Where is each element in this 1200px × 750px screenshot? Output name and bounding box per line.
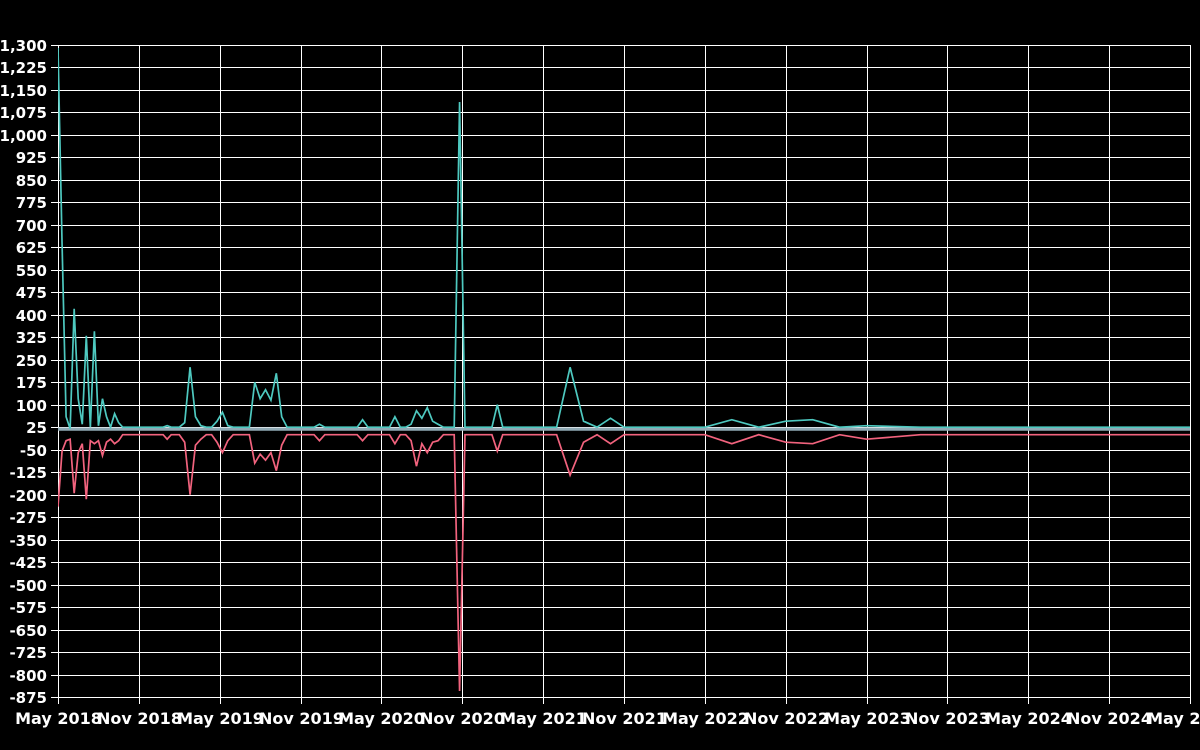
- x-axis-tick-label: May 2023: [824, 709, 911, 728]
- y-axis-tick-label: 700: [16, 217, 47, 235]
- x-axis-tick-label: Nov 2020: [420, 709, 505, 728]
- y-axis-tick-label: 25: [26, 419, 47, 437]
- y-axis-tick-label: 325: [16, 329, 47, 347]
- y-axis-tick-label: -575: [9, 599, 47, 617]
- y-axis-tick-label: 775: [16, 194, 47, 212]
- y-axis-tick-label: 850: [16, 172, 47, 190]
- y-axis-tick-label: -200: [9, 487, 47, 505]
- y-axis-tick-label: -650: [9, 622, 47, 640]
- y-axis-tick-label: -800: [9, 667, 47, 685]
- y-axis-tick-label: 475: [16, 284, 47, 302]
- y-axis-tick-label: -425: [9, 554, 47, 572]
- y-axis-tick-label: -725: [9, 644, 47, 662]
- x-axis-tick-label: May 2021: [500, 709, 587, 728]
- y-axis-tick-label: 250: [16, 352, 47, 370]
- y-axis-tick-label: 925: [16, 149, 47, 167]
- y-axis-tick-label: -125: [9, 464, 47, 482]
- x-axis-tick-label: May 2022: [662, 709, 749, 728]
- x-axis-tick-label: Nov 2023: [905, 709, 990, 728]
- x-axis-tick-label: Nov 2024: [1067, 709, 1152, 728]
- chart-series-group: [58, 47, 1190, 692]
- y-axis-tick-label: 1,150: [0, 82, 47, 100]
- y-axis-tick-label: 400: [16, 307, 47, 325]
- y-axis-tick-label: 1,075: [0, 104, 47, 122]
- x-axis-tick-label: May 2025: [1147, 709, 1200, 728]
- y-axis-tick-label: 550: [16, 262, 47, 280]
- y-axis-tick-label: 1,225: [0, 59, 47, 77]
- x-axis-tick-label: Nov 2018: [97, 709, 182, 728]
- y-axis-tick-label: -500: [9, 577, 47, 595]
- x-axis-tick-label: May 2024: [985, 709, 1072, 728]
- y-axis-tick-label: -50: [20, 442, 47, 460]
- x-axis-tick-label: Nov 2021: [582, 709, 667, 728]
- x-axis-tick-label: May 2020: [338, 709, 425, 728]
- y-axis-tick-label: 100: [16, 397, 47, 415]
- y-axis-tick-label: 175: [16, 374, 47, 392]
- y-axis-tick-labels: 1,300 1,225 1,150 1,075 1,000 925 850 775 700 625…: [0, 37, 47, 707]
- series-line-additions: [58, 47, 1190, 430]
- x-axis-tick-label: Nov 2019: [259, 709, 344, 728]
- y-axis-tick-label: 1,000: [0, 127, 47, 145]
- x-axis-tick-label: May 2018: [15, 709, 102, 728]
- y-axis-tick-label: -275: [9, 509, 47, 527]
- x-gridlines: [57, 45, 1192, 704]
- y-axis-tick-label: -875: [9, 689, 47, 707]
- x-axis-tick-label: Nov 2022: [744, 709, 829, 728]
- y-axis-tick-label: 625: [16, 239, 47, 257]
- y-axis-tick-label: -350: [9, 532, 47, 550]
- series-line-deletions: [58, 433, 1190, 692]
- x-axis-tick-label: May 2019: [177, 709, 264, 728]
- y-axis-tick-label: 1,300: [0, 37, 47, 55]
